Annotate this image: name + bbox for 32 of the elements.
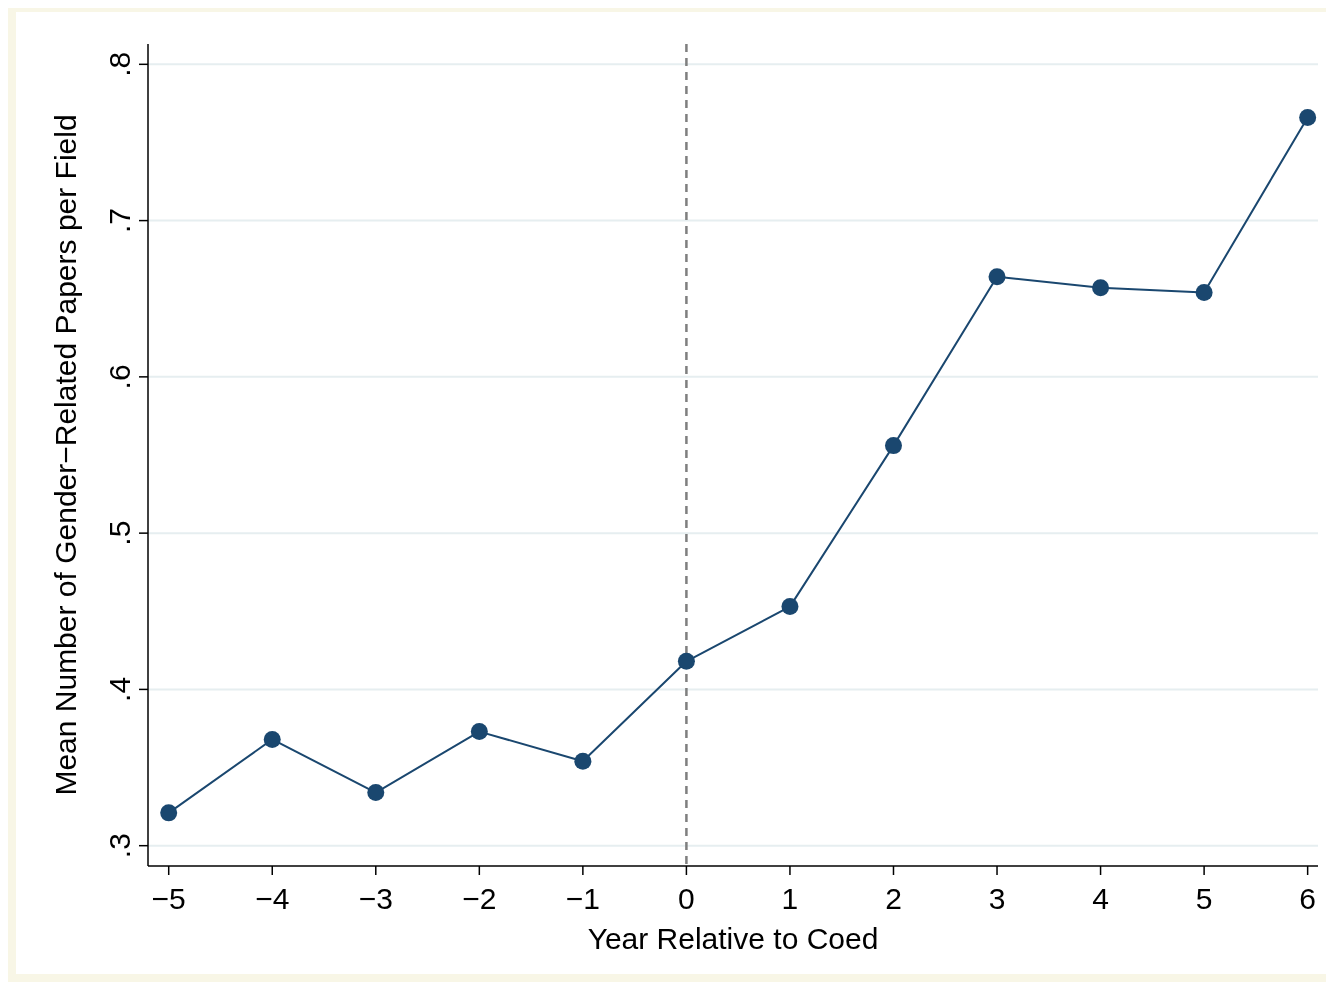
y-tick-label: .5 <box>103 520 136 546</box>
x-tick-label: 0 <box>678 882 695 915</box>
x-tick-label: −3 <box>358 882 393 915</box>
x-tick-label: −5 <box>151 882 186 915</box>
x-tick-label: −1 <box>565 882 600 915</box>
point <box>677 652 695 670</box>
point <box>988 268 1006 286</box>
x-tick-label: 3 <box>988 882 1006 915</box>
y-tick-label: .3 <box>103 833 136 859</box>
x-axis-title: Year Relative to Coed <box>587 922 879 955</box>
x-tick-label: 2 <box>885 882 902 915</box>
point <box>367 784 385 802</box>
point <box>781 598 799 616</box>
x-tick-label: 6 <box>1299 882 1316 915</box>
point <box>884 437 902 455</box>
point <box>160 804 178 822</box>
y-tick-label: .6 <box>103 364 136 390</box>
x-tick-label: 1 <box>781 882 799 915</box>
point <box>263 730 281 748</box>
point <box>1195 283 1213 301</box>
point <box>1299 108 1317 126</box>
y-tick-label: .8 <box>103 51 136 77</box>
y-axis-title: Mean Number of Gender−Related Papers per Field <box>49 114 82 796</box>
point <box>1092 279 1110 297</box>
x-tick-label: −2 <box>462 882 497 915</box>
point <box>574 752 592 770</box>
y-tick-label: .4 <box>103 676 136 702</box>
y-tick-label: .7 <box>103 208 136 234</box>
x-tick-label: −4 <box>255 882 290 915</box>
point <box>470 723 488 741</box>
x-tick-label: 4 <box>1092 882 1109 915</box>
x-tick-label: 5 <box>1195 882 1213 915</box>
